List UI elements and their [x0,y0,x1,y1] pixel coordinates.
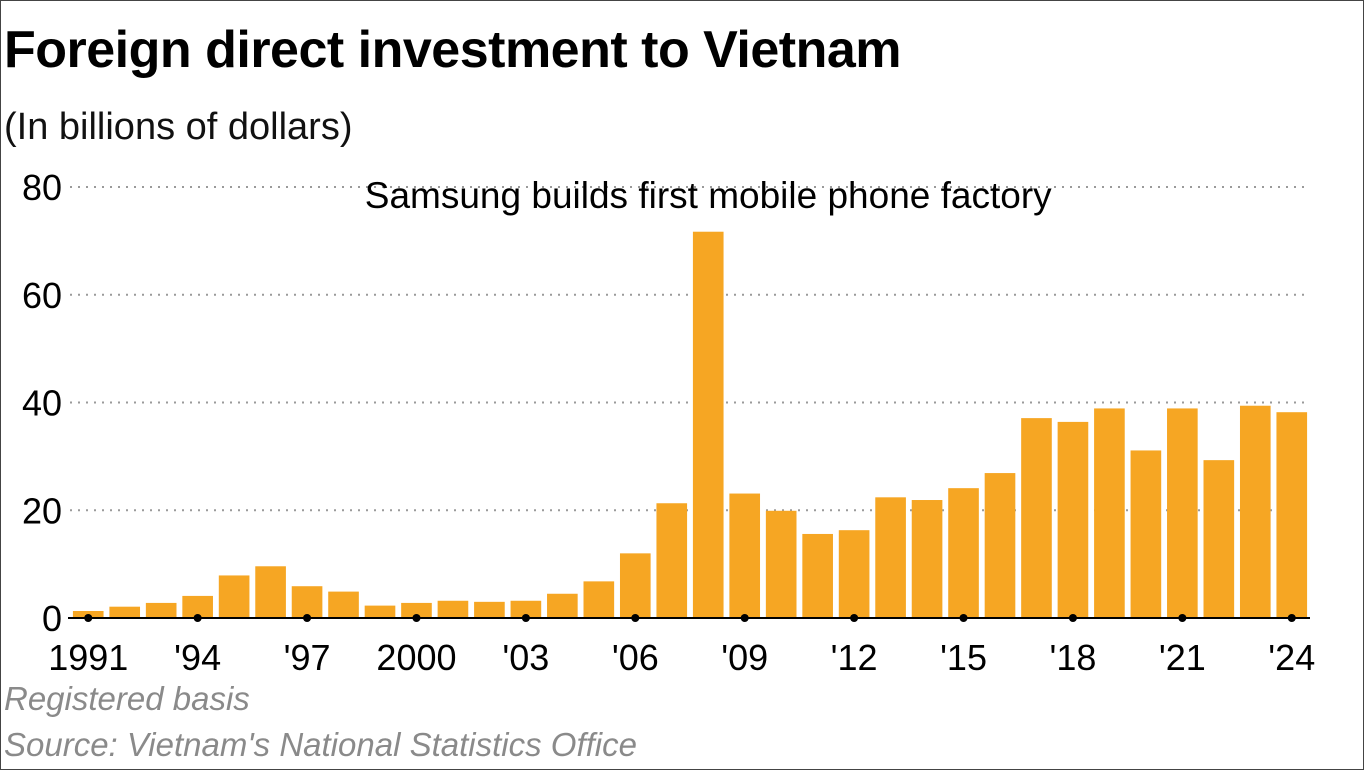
x-tick-label-1994: '94 [174,637,221,678]
x-tick-label-2018: '18 [1049,637,1096,678]
bar-1992 [109,606,141,618]
bar-2014 [911,500,943,618]
bar-2003 [510,600,542,618]
bar-2017 [1021,418,1052,618]
bar-2005 [583,581,615,618]
y-tick-label-0: 0 [42,598,62,639]
x-tick-dot-1991 [84,614,93,622]
x-tick-dot-2012 [850,614,859,622]
bar-2008 [692,231,724,618]
y-tick-label-20: 20 [22,490,62,531]
x-tick-dot-2009 [740,614,749,622]
chart-subtitle: (In billions of dollars) [4,106,353,148]
bar-1994 [182,595,213,618]
bar-2022 [1203,460,1235,618]
bar-1997 [291,586,323,618]
x-tick-dot-2024 [1287,614,1296,622]
bar-2013 [875,497,906,618]
bar-2001 [437,600,469,618]
bar-1999 [364,605,396,618]
annotation-0: Samsung builds first mobile phone factor… [365,175,1052,216]
bar-2018 [1057,421,1089,618]
x-tick-label-1997: '97 [284,637,331,678]
bar-2024 [1276,412,1308,618]
x-tick-dot-2021 [1178,614,1187,622]
bar-2015 [948,488,979,618]
bar-2004 [547,593,578,618]
x-tick-dot-2003 [521,614,530,622]
bar-2023 [1239,405,1271,618]
x-tick-dot-1994 [193,614,202,622]
bar-2007 [656,503,688,618]
bar-2020 [1130,450,1162,618]
x-tick-label-2012: '12 [831,637,878,678]
bar-2006 [619,553,651,618]
y-tick-label-60: 60 [22,275,62,316]
bar-2000 [401,602,432,618]
x-tick-dot-2006 [631,614,640,622]
footnote-basis: Registered basis [4,680,250,717]
x-tick-label-2006: '06 [612,637,659,678]
x-tick-dot-2018 [1068,614,1077,622]
chart-title: Foreign direct investment to Vietnam [4,21,902,79]
x-tick-dot-2015 [959,614,968,622]
y-tick-label-80: 80 [22,167,62,208]
bar-2016 [984,473,1016,618]
bar-2012 [838,530,870,618]
x-tick-label-2015: '15 [940,637,987,678]
bar-2009 [729,493,761,618]
x-tick-label-1991: 1991 [48,637,128,678]
bar-2019 [1094,408,1125,618]
bar-1995 [218,575,250,618]
bar-2010 [765,510,797,618]
x-tick-label-2000: 2000 [376,637,456,678]
bar-1998 [328,591,359,618]
bar-1996 [255,566,286,618]
x-tick-dot-1997 [303,614,312,622]
bar-2002 [474,601,505,618]
x-tick-label-2021: '21 [1159,637,1206,678]
bar-1993 [145,602,177,618]
x-tick-dot-2000 [412,614,421,622]
x-tick-label-2024: '24 [1268,637,1315,678]
bar-2011 [802,533,833,618]
bar-2021 [1167,408,1198,618]
x-tick-label-2003: '03 [502,637,549,678]
footnote-source: Source: Vietnam's National Statistics Of… [4,726,637,763]
y-tick-label-40: 40 [22,383,62,424]
x-tick-label-2009: '09 [721,637,768,678]
